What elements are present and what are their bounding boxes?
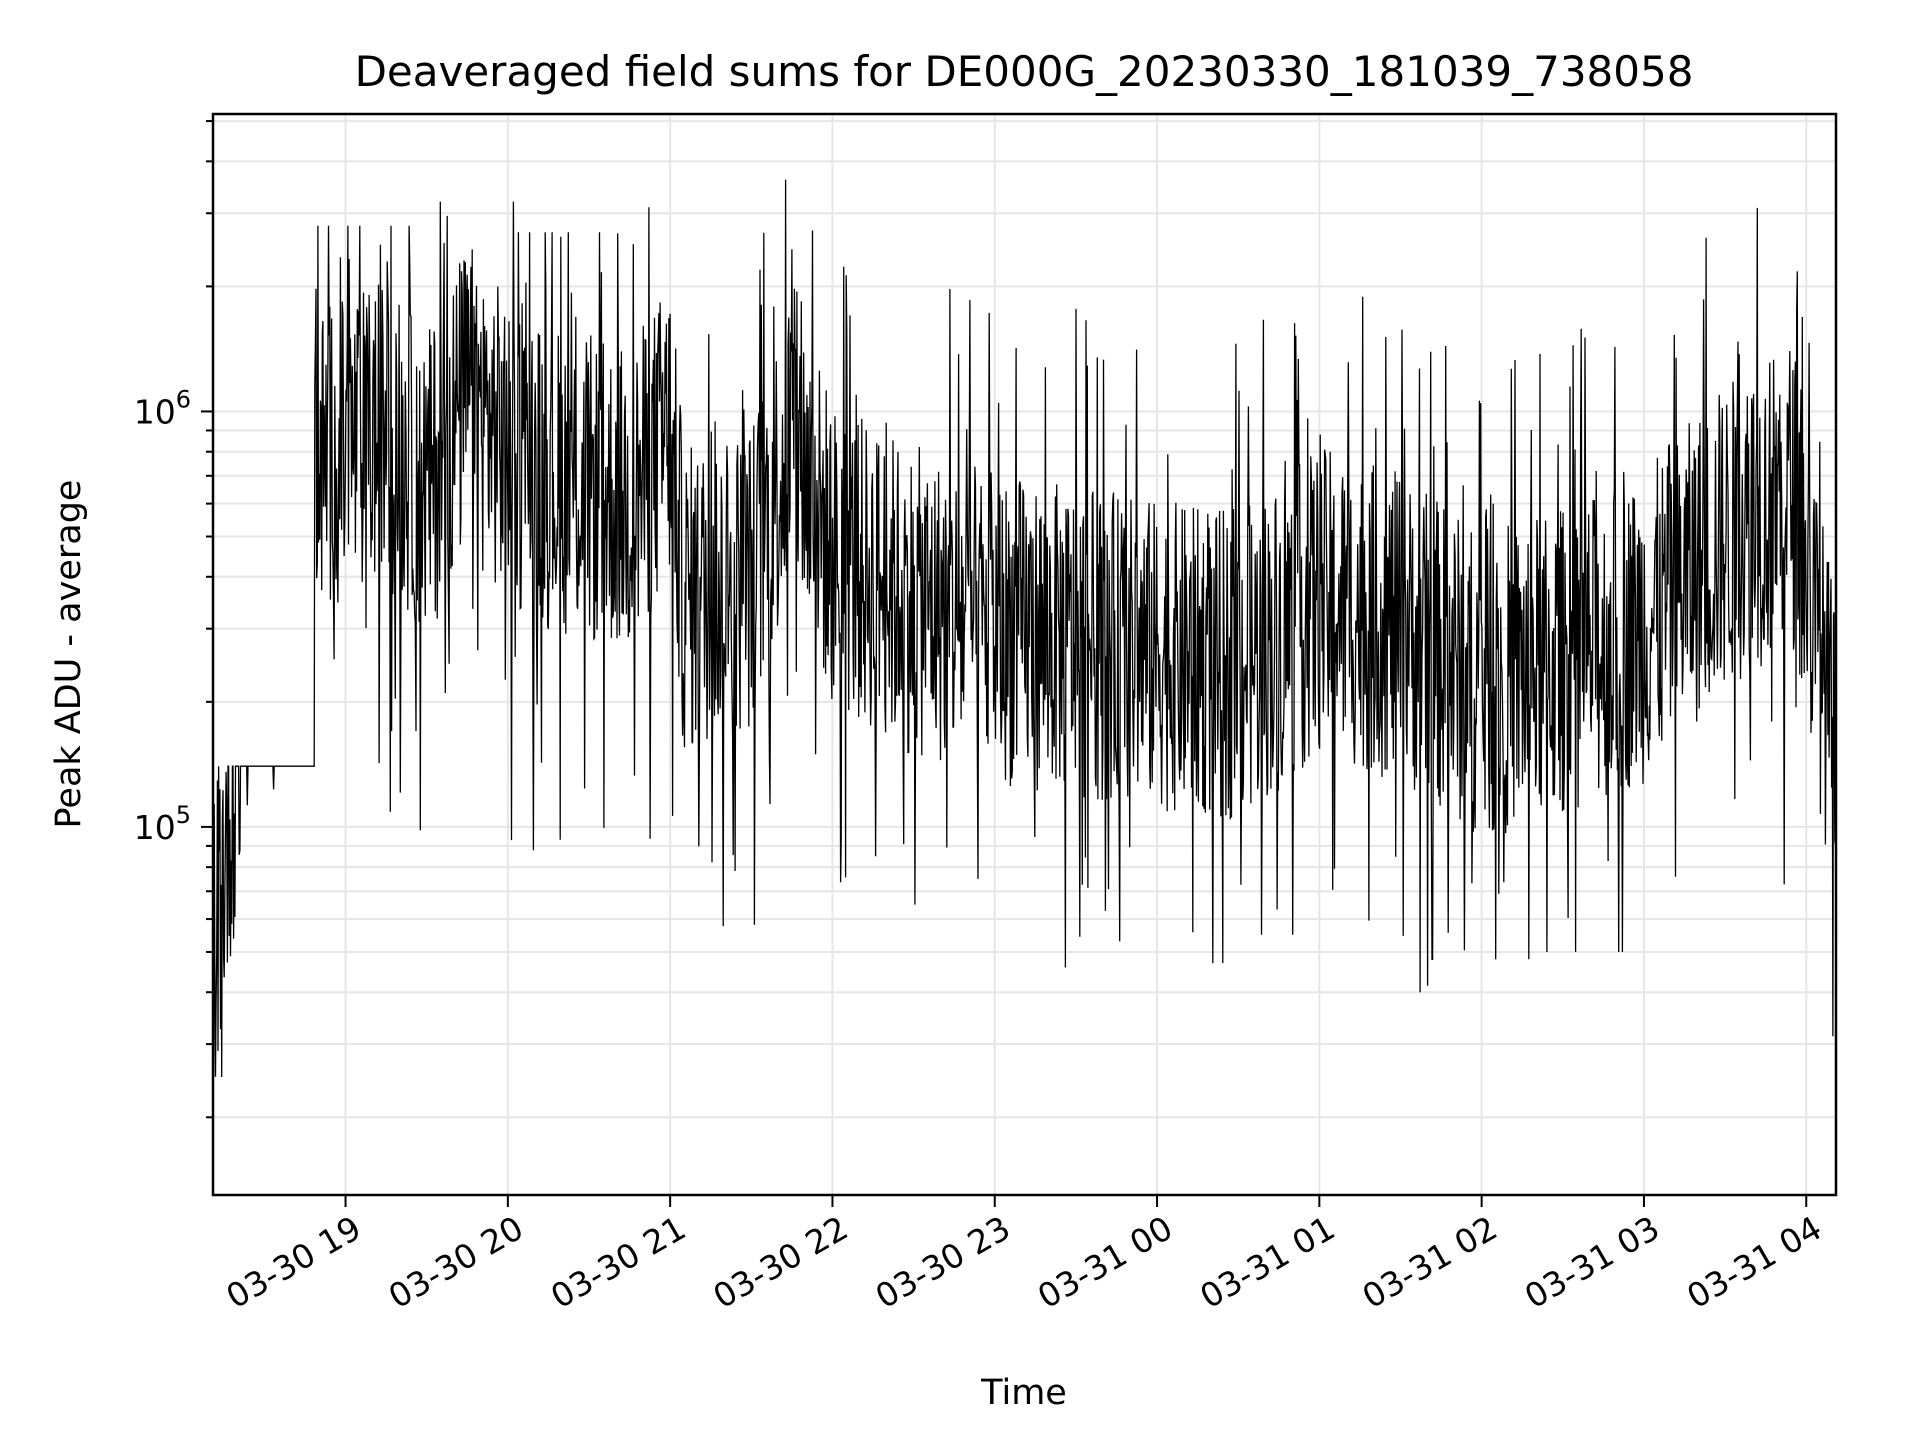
- y-tick-exponent: 5: [176, 801, 191, 829]
- x-tick-label: 03-30 19: [220, 1208, 368, 1316]
- x-axis-label: Time: [980, 1373, 1067, 1413]
- y-tick-base: 10: [134, 808, 176, 847]
- x-tick-label: 03-31 01: [1193, 1208, 1341, 1316]
- chart-title: Deaveraged field sums for DE000G_2023033…: [355, 47, 1694, 96]
- x-tick-label: 03-31 04: [1680, 1208, 1828, 1316]
- grid: [213, 114, 1836, 1195]
- y-tick-label: 105: [134, 801, 191, 847]
- y-axis-label: Peak ADU - average: [49, 480, 89, 829]
- y-tick-label: 106: [134, 385, 191, 431]
- x-tick-label: 03-31 00: [1031, 1208, 1179, 1316]
- x-tick-label: 03-30 20: [382, 1208, 530, 1316]
- series-layer: [212, 179, 1837, 1078]
- y-tick-base: 10: [134, 392, 176, 431]
- series-line: [212, 179, 1837, 1078]
- x-tick-label: 03-30 23: [869, 1208, 1017, 1316]
- x-tick-label: 03-31 02: [1356, 1208, 1504, 1316]
- plot-area-frame: [211, 112, 1838, 1197]
- x-tick-label: 03-30 21: [544, 1208, 692, 1316]
- y-tick-exponent: 6: [176, 385, 191, 413]
- x-tick-label: 03-31 03: [1518, 1208, 1666, 1316]
- x-tick-label: 03-30 22: [706, 1208, 854, 1316]
